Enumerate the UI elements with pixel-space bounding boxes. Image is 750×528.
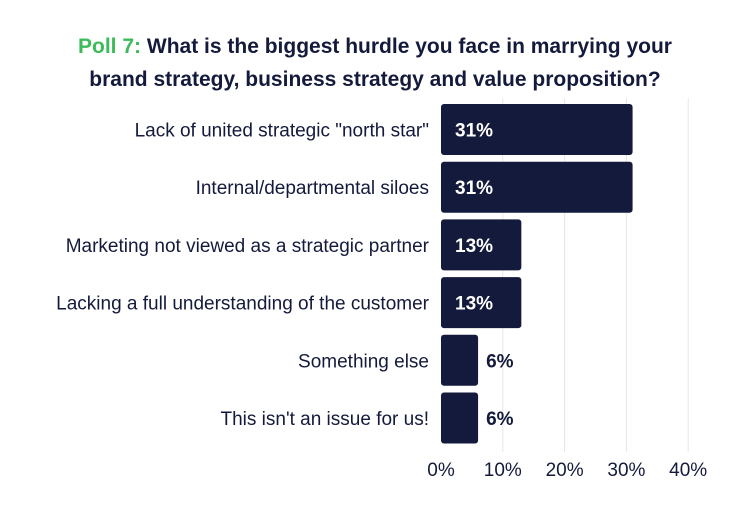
title-line-2: brand strategy, business strategy and va… (89, 68, 661, 91)
category-label-0: Lack of united strategic "north star" (135, 121, 429, 142)
category-label-4: Something else (298, 351, 429, 372)
category-label-5: This isn't an issue for us! (221, 409, 430, 430)
bar-2 (441, 219, 522, 271)
x-tick-label-4: 40% (669, 460, 707, 481)
value-label-3: 13% (455, 294, 493, 315)
value-labels: 31% 31% 13% 13% 6% 6% (455, 121, 514, 431)
bar-4 (441, 334, 479, 386)
bar-0 (441, 104, 633, 155)
category-label-2: Marketing not viewed as a strategic part… (66, 236, 430, 257)
value-label-1: 31% (455, 178, 493, 199)
value-label-2: 13% (455, 236, 493, 257)
bar-1 (441, 161, 633, 213)
x-tick-label-3: 30% (607, 460, 645, 481)
value-label-0: 31% (455, 121, 493, 142)
category-label-3: Lacking a full understanding of the cust… (56, 294, 430, 315)
category-labels: Lack of united strategic "north star" Int… (56, 121, 430, 431)
value-label-4: 6% (486, 351, 514, 372)
x-axis-ticks: 0% 10% 20% 30% 40% (427, 460, 707, 481)
x-tick-label-1: 10% (484, 460, 522, 481)
title-line-1: What is the biggest hurdle you face in m… (146, 35, 672, 58)
chart-title: Poll 7: What is the biggest hurdle you f… (0, 30, 750, 96)
bar-5 (441, 392, 479, 444)
poll-number: Poll 7: (78, 35, 142, 58)
x-tick-label-2: 20% (546, 460, 584, 481)
x-tick-label-0: 0% (427, 460, 455, 481)
bar-3 (441, 277, 522, 329)
value-label-5: 6% (486, 409, 514, 430)
grid-lines (502, 98, 689, 452)
bars (441, 104, 633, 444)
category-label-1: Internal/departmental siloes (196, 178, 429, 199)
